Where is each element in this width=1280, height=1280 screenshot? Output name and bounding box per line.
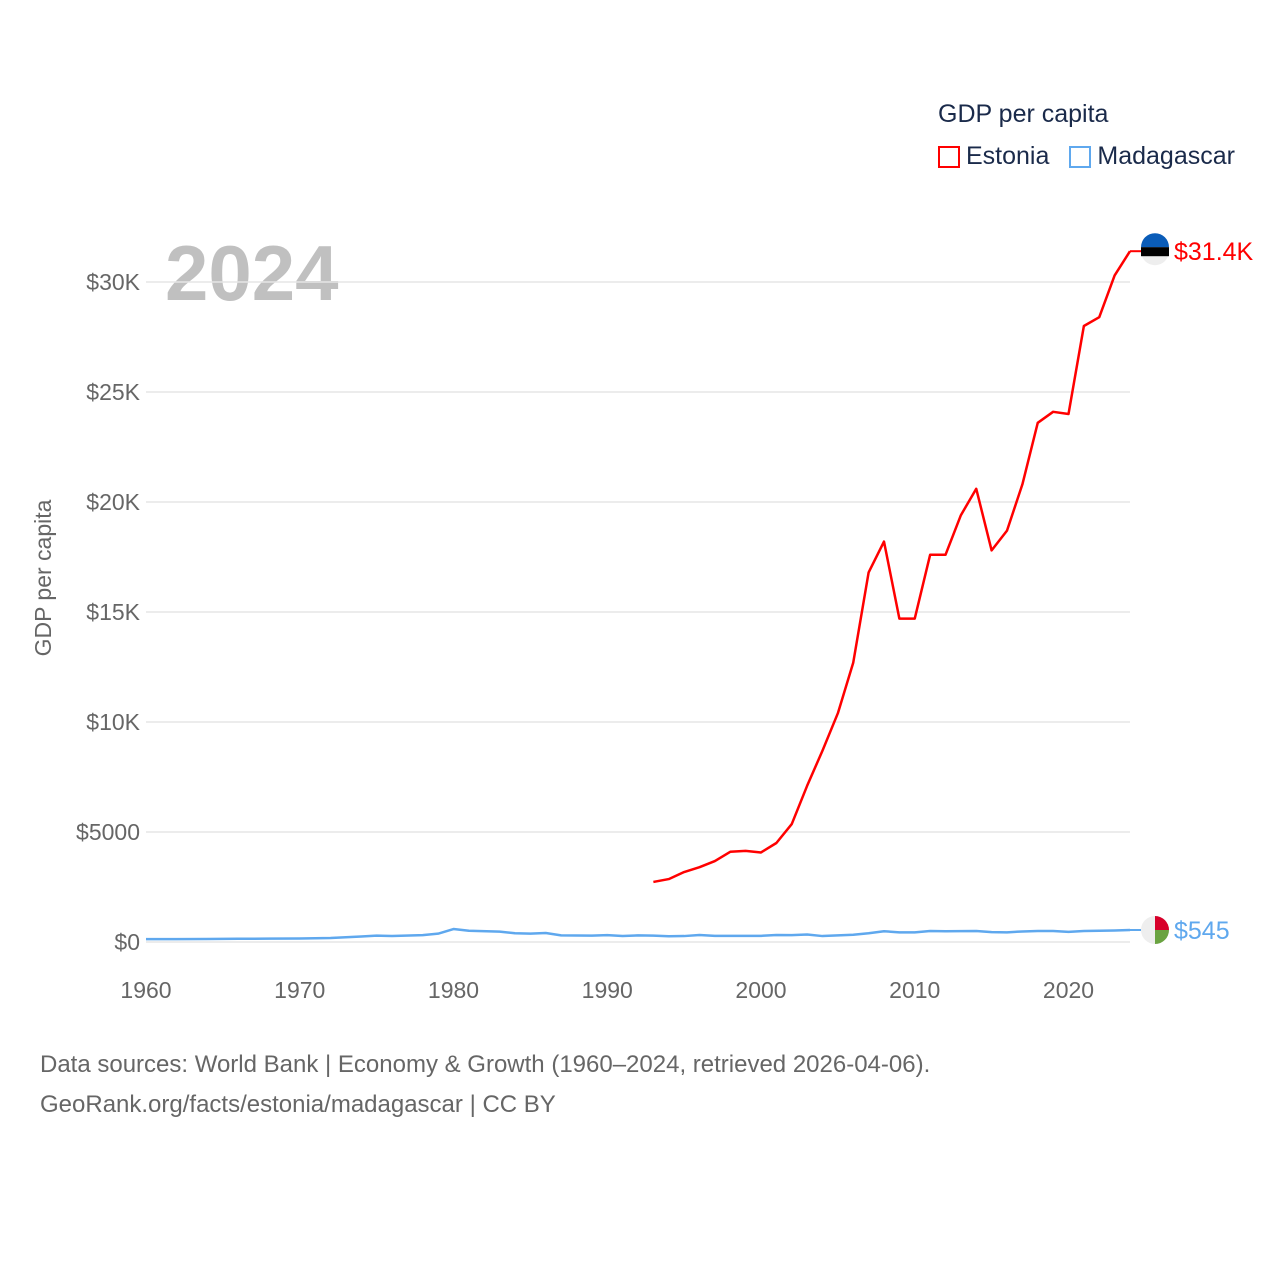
series-line-madagascar [146,927,1131,941]
year-watermark: 2024 [165,229,339,317]
x-tick-label: 1980 [428,977,479,1003]
x-tick-label: 2010 [889,977,940,1003]
end-value-label: $31.4K [1174,238,1254,266]
y-tick-label: $15K [86,599,140,625]
legend-label: Madagascar [1097,142,1235,170]
x-tick-label: 1990 [582,977,633,1003]
y-tick-label: $20K [86,489,140,515]
x-tick-label: 2020 [1043,977,1094,1003]
legend-swatch-estonia [938,145,960,168]
y-axis-label: GDP per capita [30,499,56,656]
legend-swatch-madagascar [1069,145,1092,168]
legend: Estonia Madagascar [938,142,1235,171]
footer-source: Data sources: World Bank | Economy & Gro… [40,1045,930,1125]
flag-stripe [1141,247,1169,257]
y-tick-label: $25K [86,379,140,405]
flag-stripe [1141,233,1169,248]
legend-label: Estonia [966,142,1050,170]
y-tick-label: $10K [86,709,140,735]
y-tick-label: $0 [114,929,140,955]
end-value-label: $545 [1174,917,1230,945]
footer-line-1: Data sources: World Bank | Economy & Gro… [40,1051,931,1078]
x-tick-label: 1970 [274,977,325,1003]
legend-title: GDP per capita [938,100,1109,128]
flag-stripe [1155,930,1169,945]
flag-stripe [1155,916,1169,931]
y-tick-label: $5000 [76,819,140,845]
x-tick-label: 1960 [120,977,171,1003]
series-line-estonia [653,250,1132,884]
footer-line-2: GeoRank.org/facts/estonia/madagascar | C… [40,1091,556,1118]
y-tick-label: $30K [86,269,140,295]
legend-item-estonia[interactable]: Estonia [938,142,1049,171]
x-tick-label: 2000 [735,977,786,1003]
legend-item-madagascar[interactable]: Madagascar [1069,142,1235,171]
